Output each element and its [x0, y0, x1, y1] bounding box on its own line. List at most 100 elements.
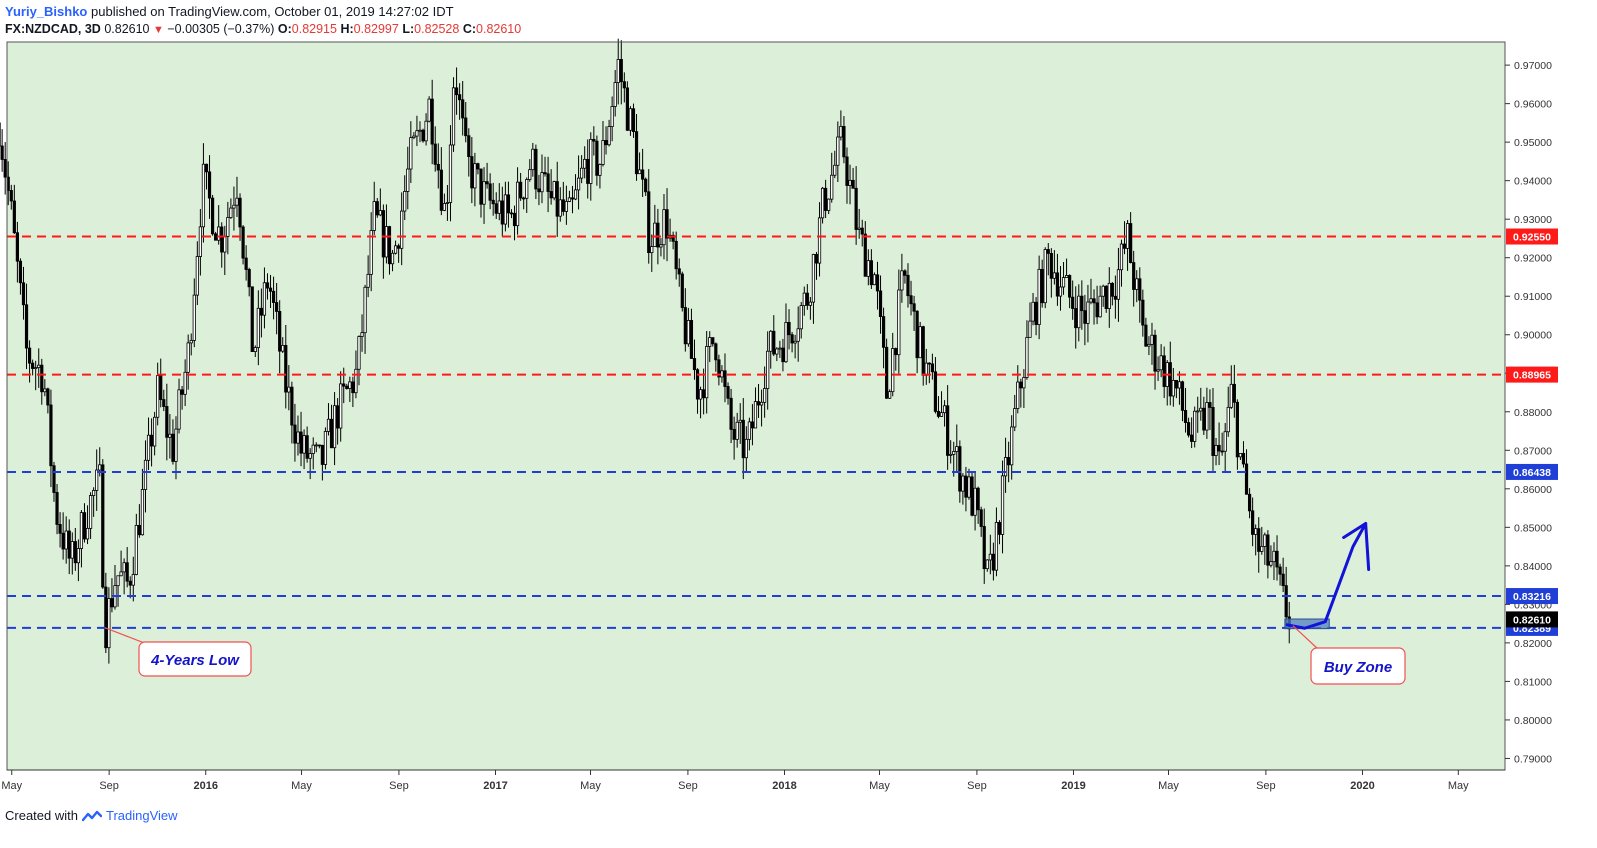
- candle-body: [110, 598, 114, 608]
- candle-body: [207, 171, 212, 199]
- candle-body: [12, 200, 16, 234]
- candle-body: [735, 421, 739, 440]
- four-years-low-callout-text: 4-Years Low: [150, 652, 240, 669]
- candle-body: [1061, 277, 1066, 288]
- candle-body: [1156, 369, 1160, 372]
- candle-body: [1080, 295, 1084, 312]
- candle-body: [40, 364, 44, 393]
- candle-body: [750, 421, 755, 429]
- candle-body: [677, 268, 681, 275]
- candle-body: [705, 346, 709, 399]
- candle-body: [1116, 269, 1121, 300]
- candle-body: [1254, 528, 1258, 535]
- candle-body: [464, 117, 468, 137]
- published-text: published on TradingView.com, October 01…: [91, 4, 454, 19]
- candle-body: [1086, 301, 1090, 324]
- candle-body: [1171, 379, 1175, 397]
- candle-body: [1284, 585, 1288, 618]
- candle-body: [296, 431, 300, 444]
- publish-info: Yuriy_Bishko published on TradingView.co…: [5, 4, 454, 20]
- candle-body: [509, 212, 514, 215]
- time-axis[interactable]: May Sep 2016 May Sep 2017 May Sep 2018 May Sep 2019…: [1, 769, 1505, 792]
- candle-body: [204, 163, 209, 173]
- candle-body: [1000, 475, 1005, 535]
- candle-body: [1205, 402, 1209, 431]
- candle-body: [839, 125, 843, 138]
- candle-body: [878, 290, 883, 317]
- candle-body: [317, 444, 321, 447]
- candle-body: [1244, 463, 1249, 495]
- candle-body: [1260, 546, 1264, 552]
- candle-body: [958, 446, 962, 492]
- candle-body: [256, 307, 260, 348]
- candle-body: [1007, 457, 1011, 466]
- change-value: −0.00305 (−0.37%): [167, 22, 275, 36]
- candle-body: [146, 434, 151, 461]
- candle-body: [433, 143, 437, 165]
- candle-body: [985, 559, 989, 570]
- candle-body: [1003, 457, 1008, 477]
- author-link[interactable]: Yuriy_Bishko: [5, 4, 88, 19]
- candle-body: [824, 187, 828, 211]
- candle-body: [445, 202, 450, 204]
- arrow-head-icon: [1342, 521, 1371, 571]
- candle-body: [924, 362, 928, 376]
- candle-body: [287, 386, 291, 393]
- candle-body: [946, 405, 950, 456]
- candle-body: [247, 269, 251, 288]
- x-tick-label: May: [580, 780, 601, 792]
- candle-body: [1229, 383, 1233, 408]
- candle-body: [1180, 381, 1185, 411]
- candle-body: [964, 475, 968, 498]
- candle-body: [686, 320, 690, 345]
- candle-body: [329, 418, 334, 449]
- ohlc-legend: FX:NZDCAD, 3D 0.82610 ▼ −0.00305 (−0.37%…: [5, 21, 521, 38]
- candle-body: [766, 350, 770, 389]
- candle-body: [406, 168, 410, 192]
- candle-body: [259, 307, 263, 316]
- candle-body: [592, 138, 596, 142]
- candle-body: [351, 381, 355, 394]
- buy-zone-callout-text: Buy Zone: [1324, 659, 1392, 676]
- candle-body: [808, 301, 812, 306]
- level-price-tag-bg: [1506, 463, 1558, 480]
- candle-body: [1141, 299, 1145, 326]
- candle-body: [949, 453, 953, 456]
- candle-body: [775, 348, 779, 355]
- candle-body: [653, 222, 657, 247]
- candle-body: [994, 522, 999, 571]
- four-years-low-callout-box[interactable]: [138, 641, 252, 677]
- candle-body: [564, 201, 568, 212]
- candle-body: [784, 321, 788, 363]
- buy-zone-callout-box[interactable]: [1310, 647, 1406, 685]
- candle-body: [1022, 377, 1026, 389]
- candle-body: [787, 321, 791, 336]
- candle-body: [3, 159, 7, 178]
- candle-body: [1016, 381, 1020, 409]
- tradingview-brand-link[interactable]: TradingView: [105, 808, 178, 823]
- x-tick-label: 2018: [772, 780, 796, 792]
- candle-body: [470, 156, 474, 189]
- candle-body: [290, 386, 294, 426]
- candle-body: [863, 233, 867, 277]
- candle-body: [522, 197, 526, 200]
- candle-body: [1217, 444, 1221, 452]
- candle-body: [1162, 355, 1166, 387]
- candle-body: [827, 198, 831, 211]
- level-price-tag-bg: [1506, 228, 1558, 245]
- candle-body: [732, 428, 736, 440]
- candle-body: [467, 135, 471, 157]
- projection-arrow[interactable]: [1285, 521, 1368, 630]
- candles-layer: [0, 38, 1291, 664]
- candle-body: [1068, 275, 1072, 298]
- candle-body: [1034, 301, 1038, 325]
- candle-body: [488, 183, 492, 201]
- candle-body: [1186, 422, 1191, 436]
- candle-body: [250, 286, 254, 352]
- y-tick-label: 0.92000: [1514, 253, 1552, 265]
- candle-body: [186, 342, 190, 373]
- candle-body: [781, 347, 785, 363]
- candle-body: [134, 524, 138, 575]
- candle-body: [515, 181, 520, 227]
